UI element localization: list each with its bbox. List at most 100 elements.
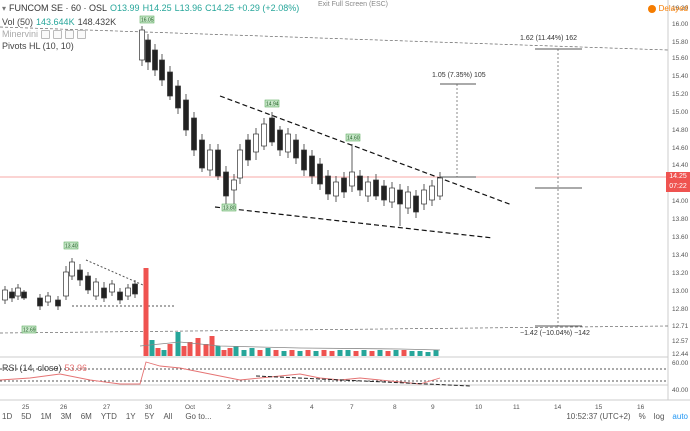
percent-toggle[interactable]: %	[638, 412, 646, 421]
time-tick-label: 7	[350, 404, 354, 411]
rsi-value: 53.96	[64, 363, 88, 373]
candle-body	[437, 177, 443, 197]
more-icon[interactable]	[77, 29, 87, 39]
volume-value-1: 143.644K	[36, 17, 75, 27]
time-tick-label: 16	[637, 404, 645, 411]
volume-bar	[249, 348, 255, 356]
pivot-label: 13.80	[223, 206, 236, 212]
volume-bar	[273, 350, 279, 356]
candle-body	[277, 129, 283, 151]
candle-body	[145, 39, 151, 63]
price-tick-label: 15.60	[672, 55, 689, 62]
range-ytd[interactable]: YTD	[100, 412, 117, 421]
minervini-label: Minervini	[2, 29, 39, 39]
candle-body	[365, 181, 371, 197]
close-icon[interactable]	[65, 29, 75, 39]
candle-body	[261, 123, 267, 147]
rsi-legend[interactable]: RSI (14, close) 53.96	[2, 363, 87, 373]
goto-button[interactable]: Go to...	[185, 412, 212, 421]
time-tick-label: 30	[145, 404, 153, 411]
symbol-header: ▾ FUNCOM SE · 60 · OSL O13.99 H14.25 L13…	[0, 0, 690, 16]
minervini-legend[interactable]: Minervini	[2, 29, 87, 39]
measure-up-small-label: 1.05 (7.35%) 105	[432, 72, 486, 79]
candle-body	[93, 281, 99, 297]
open-value: O13.99	[110, 3, 140, 13]
volume-bar	[167, 344, 173, 356]
range-5y[interactable]: 5Y	[144, 412, 155, 421]
auto-toggle[interactable]: auto	[672, 412, 688, 421]
volume-bar	[289, 350, 295, 356]
volume-bar	[377, 350, 383, 356]
range-1m[interactable]: 1M	[40, 412, 52, 421]
volume-bar	[143, 268, 149, 356]
candle-body	[63, 271, 69, 297]
pivots-legend[interactable]: Pivots HL (10, 10)	[2, 41, 74, 51]
volume-bar	[401, 350, 407, 356]
log-toggle[interactable]: log	[653, 412, 665, 421]
delayed-badge[interactable]: Delayed	[647, 4, 688, 13]
range-1d[interactable]: 1D	[2, 412, 13, 421]
time-tick-label: 15	[595, 404, 603, 411]
range-1y[interactable]: 1Y	[125, 412, 136, 421]
candle-body	[109, 283, 115, 293]
range-6m[interactable]: 6M	[80, 412, 92, 421]
candle-body	[9, 291, 15, 299]
candle-body	[341, 177, 347, 193]
candle-body	[21, 291, 27, 299]
candle-body	[223, 171, 229, 197]
pivot-label-box	[345, 133, 361, 142]
candle-body	[333, 181, 339, 197]
volume-bar	[187, 342, 193, 356]
pivot-label: 13.40	[65, 244, 78, 250]
price-tick-label: 16.00	[672, 21, 689, 28]
volume-bar	[181, 346, 187, 356]
clock-icon	[647, 4, 656, 13]
pivot-label-box	[264, 99, 280, 108]
range-5d[interactable]: 5D	[21, 412, 32, 421]
candle-body	[159, 59, 165, 81]
volume-bar	[265, 348, 271, 356]
rsi-line	[0, 361, 441, 385]
settings-icon[interactable]	[53, 29, 63, 39]
volume-legend[interactable]: Vol (50) 143.644K 148.432K	[2, 17, 116, 27]
close-value: C14.25	[205, 3, 235, 13]
volume-bar	[195, 338, 201, 356]
rsi-tick-label: 40.00	[672, 387, 689, 394]
measure-down-label: −1.42 (−10.04%) −142	[520, 330, 590, 337]
price-tick-label: 13.80	[672, 216, 689, 223]
candle-body	[55, 299, 61, 307]
volume-bar	[345, 350, 351, 356]
volume-bar	[155, 348, 161, 356]
candle-body	[309, 155, 315, 177]
price-tick-label: 12.44	[672, 351, 689, 358]
candle-body	[293, 139, 299, 159]
candle-body	[381, 185, 387, 201]
exit-fullscreen-hint[interactable]: Exit Full Screen (ESC)	[318, 1, 389, 8]
candle-body	[85, 275, 91, 291]
pivots-label: Pivots HL (10, 10)	[2, 41, 74, 51]
candle-body	[207, 149, 213, 171]
time-tick-label: 11	[513, 404, 520, 411]
chevron-down-icon[interactable]: ▾	[2, 3, 7, 13]
candle-body	[245, 139, 251, 161]
pivot-label: 14.60	[347, 136, 360, 142]
clock-readout: 10:52:37 (UTC+2)	[566, 412, 631, 421]
candle-body	[405, 191, 411, 209]
range-3m[interactable]: 3M	[60, 412, 72, 421]
candle-body	[389, 187, 395, 203]
volume-bar	[203, 344, 209, 356]
range-all[interactable]: All	[163, 412, 173, 421]
volume-bar	[161, 350, 167, 356]
current-time-badge: 07:22	[666, 182, 690, 192]
price-tick-label: 13.00	[672, 288, 689, 295]
volume-bar	[329, 351, 335, 356]
range-selector: 1D 5D 1M 3M 6M YTD 1Y 5Y All Go to...	[2, 412, 212, 421]
visibility-icon[interactable]	[41, 29, 51, 39]
symbol-label[interactable]: FUNCOM SE · 60 · OSL	[9, 3, 108, 13]
candle-body	[231, 179, 237, 191]
volume-bar	[297, 351, 303, 356]
current-price-badge: 14.25	[666, 172, 690, 182]
volume-bar	[215, 346, 221, 356]
pivot-label-box	[63, 241, 79, 250]
